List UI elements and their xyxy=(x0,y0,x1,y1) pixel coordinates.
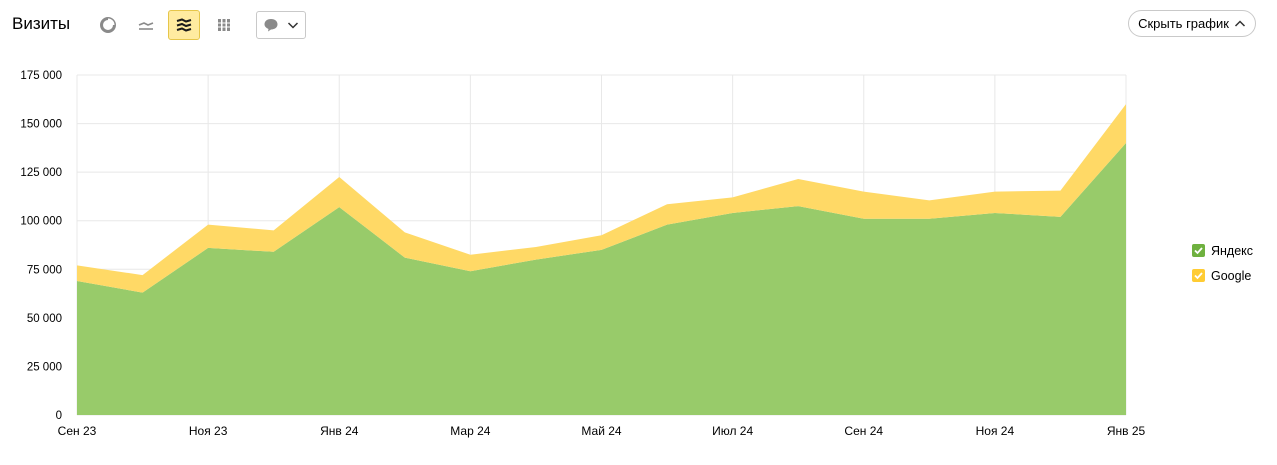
x-tick-label: Май 24 xyxy=(581,424,622,438)
chart-toolbar: Визиты Ск xyxy=(0,0,1277,50)
speech-bubble-icon xyxy=(264,19,278,32)
x-tick-label: Ноя 23 xyxy=(189,424,228,438)
chevron-up-icon xyxy=(1234,19,1245,27)
chart-legend: Яндекс Google xyxy=(1192,238,1253,288)
y-tick-label: 0 xyxy=(56,410,62,422)
legend-item-google[interactable]: Google xyxy=(1192,263,1253,288)
hide-chart-label: Скрыть график xyxy=(1138,16,1229,31)
x-axis-ticks: Сен 23 Ноя 23 Янв 24 Мар 24 Май 24 Июл 24 Сен … xyxy=(58,424,1146,438)
y-tick-label: 25 000 xyxy=(27,361,62,373)
pie-chart-icon xyxy=(100,17,116,33)
pie-chart-button[interactable] xyxy=(92,10,124,40)
x-tick-label: Сен 23 xyxy=(58,424,97,438)
stacked-area-icon xyxy=(176,18,192,32)
stacked-area-button[interactable] xyxy=(168,10,200,40)
x-tick-label: Ноя 24 xyxy=(976,424,1015,438)
y-tick-label: 125 000 xyxy=(20,167,62,179)
comments-dropdown-button[interactable] xyxy=(256,11,306,39)
x-tick-label: Сен 24 xyxy=(844,424,883,438)
x-tick-label: Мар 24 xyxy=(450,424,490,438)
x-tick-label: Июл 24 xyxy=(712,424,753,438)
series-area-yandex[interactable] xyxy=(77,143,1126,415)
x-tick-label: Янв 24 xyxy=(320,424,359,438)
page-title: Визиты xyxy=(12,14,71,33)
line-chart-button[interactable] xyxy=(130,10,162,40)
line-chart-icon xyxy=(138,22,154,30)
y-tick-label: 175 000 xyxy=(20,70,62,82)
legend-item-yandex[interactable]: Яндекс xyxy=(1192,238,1253,263)
checkbox-checked-icon[interactable] xyxy=(1192,244,1205,257)
bar-chart-icon xyxy=(218,19,230,31)
legend-label: Google xyxy=(1211,268,1252,283)
bar-chart-button[interactable] xyxy=(208,10,240,40)
checkbox-checked-icon[interactable] xyxy=(1192,269,1205,282)
y-axis-ticks: 0 25 000 50 000 75 000 100 000 125 000 150 000… xyxy=(20,70,62,422)
legend-label: Яндекс xyxy=(1211,243,1254,258)
y-tick-label: 100 000 xyxy=(20,216,62,228)
x-tick-label: Янв 25 xyxy=(1107,424,1146,438)
y-tick-label: 75 000 xyxy=(27,264,62,276)
y-tick-label: 150 000 xyxy=(20,119,62,131)
chevron-down-icon xyxy=(287,22,299,29)
chart-areas xyxy=(77,104,1126,415)
stacked-area-chart: 0 25 000 50 000 75 000 100 000 125 000 150 000… xyxy=(20,70,1146,438)
hide-chart-button[interactable]: Скрыть график xyxy=(1128,10,1256,37)
y-tick-label: 50 000 xyxy=(27,313,62,325)
